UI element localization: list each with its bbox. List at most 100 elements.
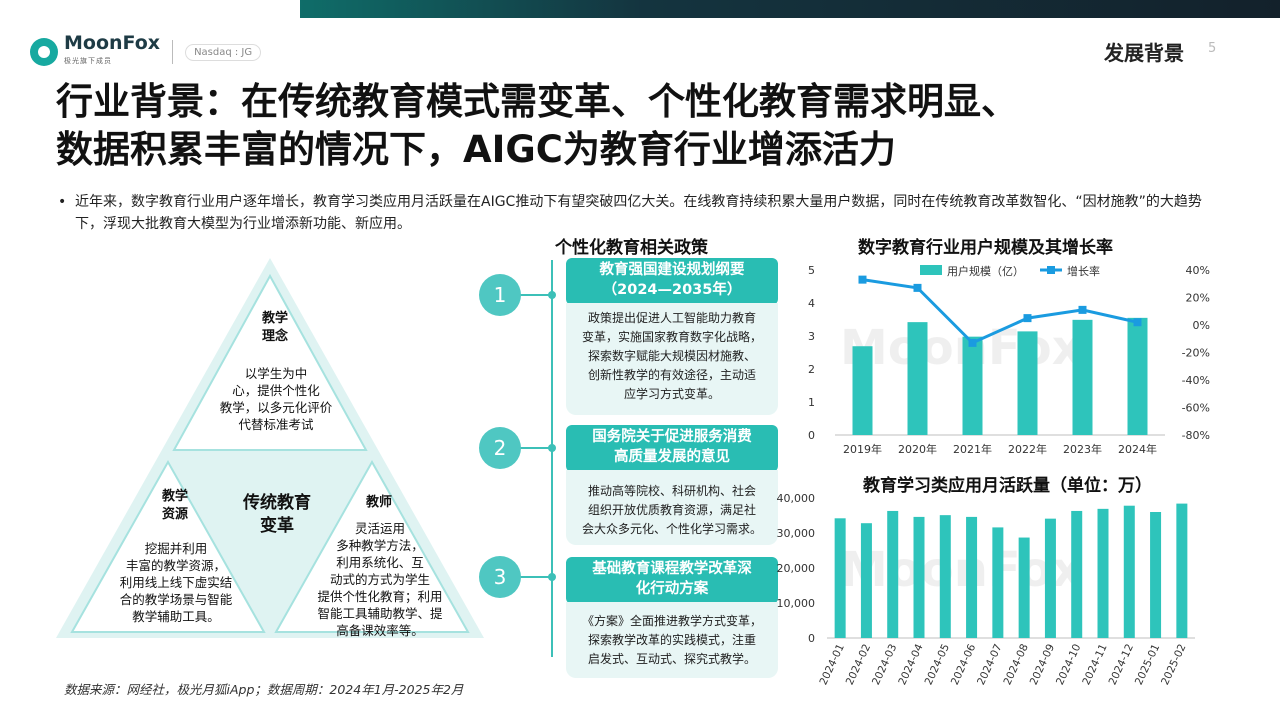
section-title: 发展背景 [1104,41,1184,65]
x-tick-label: 2024-09 [1028,642,1057,687]
intro-text: 近年来，数字教育行业用户逐年增长，教育学习类应用月活跃量在AIGC推动下有望突破… [75,194,1202,232]
triangle-center-heading: 传统教育 变革 [243,493,311,536]
y-tick-label: 40,000 [777,492,816,505]
triangle-right [274,459,470,633]
top-bar [0,0,1280,18]
bar [1123,505,1135,638]
bar [860,523,872,638]
triangle-right-text: 灵活运用 多种教学方法， 利用系统化、互 动式的方式为学生 提供个性化教育；利用… [317,521,443,638]
policy-number-3: 3 [479,556,521,598]
bar [962,336,983,435]
title-line: 行业背景：在传统教育模式需变革、个性化教育需求明显、 [56,80,1018,123]
page-number: 5 [1208,41,1217,56]
y-tick-label: 5 [808,264,815,277]
bar [1044,518,1056,638]
policy-3-heading: 基础教育课程教学改革深 化行动方案 [566,557,778,604]
bar [852,346,873,435]
growth-rate-point [1133,318,1142,327]
growth-rate-line [862,278,1138,345]
y2-tick-label: -40% [1182,374,1210,387]
intro-paragraph: • 近年来，数字教育行业用户逐年增长，教育学习类应用月活跃量在AIGC推动下有望… [58,191,1228,235]
policy-3-body: 《方案》全面推进教学方式变革， 探索教学改革的实践模式，注重 启发式、互动式、探… [566,602,778,678]
chart1-title: 数字教育行业用户规模及其增长率 [858,238,1113,258]
bar [1072,319,1093,435]
bar [1018,537,1030,638]
triangle-diagram [56,258,484,638]
bar [913,516,925,638]
bullet-icon: • [58,194,67,210]
page-title: 行业背景：在传统教育模式需变革、个性化教育需求明显、 数据积累丰富的情况下，AI… [56,78,1236,174]
x-tick-label: 2024-12 [1107,642,1136,687]
x-tick-label: 2024-04 [896,642,926,687]
triangle-top-heading: 教学 理念 [261,311,288,344]
x-tick-label: 2024-02 [844,642,873,687]
watermark: MoonFox [840,320,1083,376]
bar [1150,512,1162,638]
y-tick-label: 20,000 [777,562,816,575]
data-source: 数据来源：网经社，极光月狐iApp；数据周期：2024年1月-2025年2月 [64,682,464,697]
legend-bar-swatch [920,265,942,275]
x-tick-label: 2020年 [898,442,937,456]
bar [992,527,1004,638]
brand-logo: MoonFox 极光旗下成员 Nasdaq : JG [30,32,262,70]
bar [1127,317,1148,435]
bar [907,322,928,435]
brand-name: MoonFox [64,32,161,54]
x-tick-label: 2022年 [1008,442,1047,456]
y-tick-label: 3 [808,330,815,343]
legend-bar-label: 用户规模（亿） [947,264,1024,278]
user-scale-chart: 0 1 2 3 4 5 40% 20% 0% -20% -40% -60% -80% 2019年 2020年… [808,264,1210,456]
x-tick-label: 2021年 [953,442,992,456]
x-tick-label: 2019年 [843,442,882,456]
moonfox-logo-icon [30,38,58,66]
x-tick-label: 2025-01 [1133,642,1162,687]
y-tick-label: 10,000 [777,597,816,610]
bar [1097,508,1109,638]
x-tick-label: 2025-02 [1159,642,1188,687]
growth-rate-point [913,283,922,292]
y2-tick-label: 0% [1193,319,1210,332]
growth-rate-point [1023,314,1032,323]
policy-section-title: 个性化教育相关政策 [555,238,708,258]
bar [887,510,899,638]
policy-connector [520,260,556,657]
bar [939,515,951,638]
bar [834,518,846,638]
mau-chart: 010,00020,00030,00040,0002024-012024-022… [777,492,1195,687]
triangle-left [70,459,266,633]
growth-rate-point [1078,305,1087,314]
x-tick-label: 2024-01 [817,642,846,687]
brand-subtitle: 极光旗下成员 [64,57,112,65]
ticker-badge: Nasdaq : JG [185,43,262,61]
legend-line-label: 增长率 [1067,264,1100,278]
policy-1-body: 政策提出促进人工智能助力教育 变革，实施国家教育数字化战略， 探索数字赋能大规模… [566,303,778,415]
x-tick-label: 2024年 [1118,442,1157,456]
triangle-left-text: 挖掘并利用 丰富的教学资源， 利用线上线下虚实结 合的教学场景与智能 教学辅助工… [119,541,233,624]
y-tick-label: 1 [808,396,815,409]
policy-2-heading: 国务院关于促进服务消费 高质量发展的意见 [566,425,778,472]
policy-2-body: 推动高等院校、科研机构、社会 组织开放优质教育资源，满足社 会大众多元化、个性化… [566,470,778,545]
bar [1017,331,1038,435]
triangle-top [172,273,368,451]
y2-tick-label: 20% [1186,292,1210,305]
x-tick-label: 2024-08 [1001,642,1030,687]
watermark: MoonFox [840,542,1083,598]
y-tick-label: 0 [808,429,815,442]
x-tick-label: 2024-06 [949,642,979,687]
y-tick-label: 30,000 [777,527,816,540]
growth-rate-point [858,275,867,284]
y-tick-label: 4 [808,297,815,310]
triangle-top-text: 以学生为中 心，提供个性化 教学，以多元化评价 代替标准考试 [219,366,333,432]
policy-1-heading: 教育强国建设规划纲要 （2024—2035年） [566,258,778,305]
x-tick-label: 2024-07 [975,642,1004,687]
x-tick-label: 2024-03 [870,642,899,687]
y2-tick-label: -60% [1182,402,1210,415]
y2-tick-label: -80% [1182,429,1210,442]
x-tick-label: 2024-10 [1054,642,1083,687]
bar [966,516,978,638]
triangle-left-heading: 教学 资源 [161,489,188,522]
policy-number-1: 1 [479,274,521,316]
y2-tick-label: -20% [1182,347,1210,360]
bar [1071,510,1083,638]
legend-line-marker [1047,266,1055,274]
